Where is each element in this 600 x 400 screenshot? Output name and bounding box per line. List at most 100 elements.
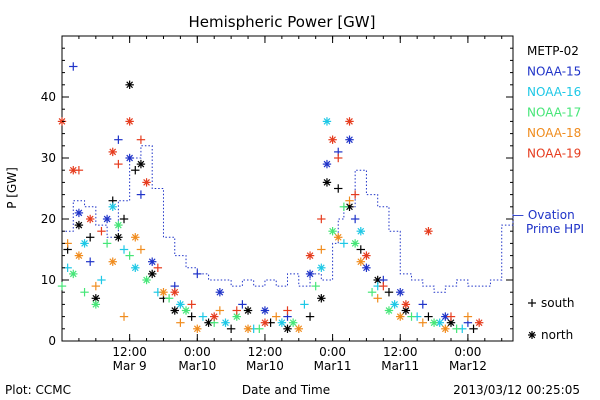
point-stroke bbox=[317, 294, 325, 302]
point-noaa-17 bbox=[350, 239, 360, 248]
point-stroke bbox=[177, 301, 184, 308]
point-noaa-16 bbox=[108, 202, 117, 211]
point-noaa-19 bbox=[305, 251, 315, 260]
point-stroke bbox=[81, 240, 88, 247]
point-stroke bbox=[363, 264, 370, 272]
point-stroke bbox=[109, 203, 117, 211]
point-noaa-18 bbox=[334, 233, 343, 242]
plot-frame bbox=[61, 35, 514, 342]
point-noaa-15 bbox=[114, 135, 123, 144]
point-noaa-18 bbox=[108, 257, 117, 266]
point-noaa-17 bbox=[164, 294, 174, 303]
point-noaa-19 bbox=[136, 135, 146, 144]
point-noaa-18 bbox=[131, 233, 140, 242]
point-noaa-18 bbox=[396, 312, 405, 321]
x-tick-label-time: 0:00 bbox=[454, 345, 481, 359]
point-noaa-19 bbox=[232, 306, 241, 315]
x-tick-label-date: Mar10 bbox=[246, 359, 284, 373]
point-stroke bbox=[86, 215, 94, 223]
point-noaa-15 bbox=[148, 257, 157, 266]
point-stroke bbox=[317, 264, 325, 272]
point-noaa-19 bbox=[97, 227, 106, 236]
point-noaa-16 bbox=[131, 263, 140, 272]
point-noaa-17 bbox=[181, 306, 191, 315]
marker-legend-south: south bbox=[541, 296, 575, 310]
point-noaa-17 bbox=[367, 288, 377, 297]
point-stroke bbox=[447, 319, 455, 327]
x-tick-label-time: 0:00 bbox=[184, 345, 211, 359]
point-stroke bbox=[69, 270, 77, 278]
y-tick-label: 10 bbox=[41, 273, 56, 287]
point-noaa-17 bbox=[114, 220, 123, 230]
point-noaa-19 bbox=[362, 251, 371, 260]
point-stroke bbox=[284, 325, 291, 333]
point-noaa-19 bbox=[317, 214, 326, 224]
plot-credit: Plot: CCMC bbox=[5, 383, 71, 397]
point-stroke bbox=[329, 227, 336, 235]
point-stroke bbox=[346, 203, 353, 211]
point-metp-02 bbox=[283, 324, 292, 333]
point-stroke bbox=[323, 160, 331, 168]
point-noaa-18 bbox=[74, 251, 84, 260]
point-metp-02 bbox=[136, 159, 146, 169]
marker-legend: south north bbox=[528, 296, 575, 342]
point-metp-02 bbox=[356, 245, 365, 254]
point-noaa-16 bbox=[356, 227, 365, 236]
point-noaa-18 bbox=[91, 281, 101, 291]
point-stroke bbox=[306, 252, 314, 259]
point-noaa-19 bbox=[424, 227, 433, 236]
legend-noaa-17: NOAA-17 bbox=[527, 106, 581, 120]
x-tick-label-date: Mar11 bbox=[381, 359, 419, 373]
y-axis-label: P [GW] bbox=[5, 167, 19, 209]
ovation-legend-line1: — Ovation bbox=[512, 208, 575, 222]
point-stroke bbox=[126, 154, 134, 162]
point-noaa-17 bbox=[142, 275, 151, 285]
point-metp-02 bbox=[401, 306, 411, 315]
point-stroke bbox=[244, 325, 252, 333]
legend-noaa-19: NOAA-19 bbox=[527, 147, 581, 161]
y-tick-label: 0 bbox=[48, 334, 56, 348]
point-noaa-18 bbox=[345, 196, 354, 205]
point-stroke bbox=[126, 118, 134, 125]
chart-title: Hemispheric Power [GW] bbox=[189, 13, 376, 31]
point-noaa-19 bbox=[334, 153, 343, 163]
point-noaa-15 bbox=[305, 269, 315, 279]
point-noaa-19 bbox=[345, 117, 354, 126]
point-noaa-16 bbox=[300, 300, 309, 309]
point-noaa-18 bbox=[176, 318, 185, 327]
point-noaa-16 bbox=[390, 300, 399, 309]
legend: METP-02 NOAA-15 NOAA-16 NOAA-17 NOAA-18 NOAA-… bbox=[527, 44, 581, 161]
x-tick-label-date: Mar11 bbox=[314, 359, 352, 373]
legend-metp-02: METP-02 bbox=[527, 44, 579, 58]
point-noaa-18 bbox=[119, 312, 129, 321]
point-metp-02 bbox=[305, 312, 315, 321]
point-stroke bbox=[357, 227, 365, 235]
y-tick-label: 40 bbox=[41, 90, 56, 104]
ovation-line-layer bbox=[62, 145, 514, 293]
point-metp-02 bbox=[187, 312, 196, 321]
point-metp-02 bbox=[114, 233, 123, 242]
point-stroke bbox=[374, 276, 382, 284]
point-stroke bbox=[137, 160, 145, 168]
point-noaa-18 bbox=[373, 294, 382, 303]
x-tick-label-time: 12:00 bbox=[248, 345, 283, 359]
point-noaa-18 bbox=[441, 324, 450, 333]
point-noaa-15 bbox=[69, 62, 78, 71]
point-stroke bbox=[222, 319, 229, 327]
point-noaa-15 bbox=[322, 159, 332, 169]
marker-legend-symbol bbox=[528, 299, 536, 307]
point-stroke bbox=[75, 209, 83, 217]
point-stroke bbox=[278, 319, 286, 327]
x-tick-label-date: Mar10 bbox=[178, 359, 216, 373]
point-stroke bbox=[171, 307, 179, 314]
point-noaa-19 bbox=[401, 300, 411, 309]
point-stroke bbox=[182, 307, 190, 314]
point-stroke bbox=[357, 258, 365, 266]
point-noaa-15 bbox=[362, 263, 371, 272]
point-noaa-19 bbox=[210, 312, 219, 321]
point-stroke bbox=[323, 118, 331, 125]
point-stroke bbox=[430, 319, 438, 327]
point-noaa-15 bbox=[260, 306, 270, 315]
point-stroke bbox=[171, 288, 179, 296]
legend-noaa-18: NOAA-18 bbox=[527, 126, 581, 140]
